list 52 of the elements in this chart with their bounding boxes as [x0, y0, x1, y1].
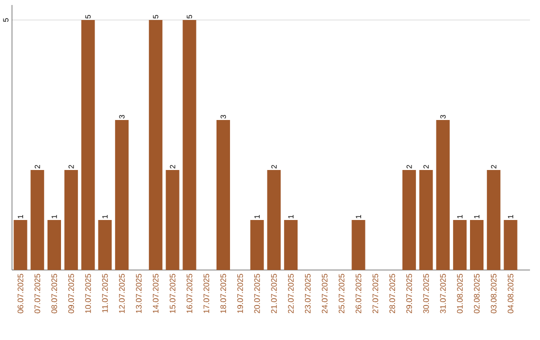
- bar: [182, 20, 196, 270]
- bar: [250, 220, 264, 270]
- bar: [504, 220, 518, 270]
- bar: [284, 220, 298, 270]
- bar: [436, 120, 450, 270]
- bar: [402, 170, 416, 270]
- x-tick-label: 04.08.2025: [508, 274, 514, 314]
- x-tick-label: 08.07.2025: [51, 274, 58, 314]
- bar: [486, 170, 500, 270]
- x-tick-label: 03.08.2025: [490, 274, 496, 314]
- bar: [419, 170, 433, 270]
- x-tick-label: 12.07.2025: [119, 274, 125, 313]
- x-tick-label: 30.07.2025: [423, 274, 429, 314]
- bar: [81, 20, 95, 270]
- x-tick-label: 22.07.2025: [288, 274, 294, 314]
- x-tick-label: 29.07.2025: [406, 274, 412, 314]
- x-tick-label: 19.07.2025: [237, 274, 243, 313]
- x-tick-label: 24.07.2025: [322, 274, 328, 314]
- bar: [453, 220, 467, 270]
- bar: [352, 220, 366, 270]
- bar: [216, 120, 230, 270]
- bar: [267, 170, 281, 270]
- bar: [64, 170, 78, 270]
- x-tick-label: 07.07.2025: [34, 274, 40, 314]
- x-tick-label: 17.07.2025: [204, 274, 210, 313]
- x-tick-label: 13.07.2025: [136, 274, 142, 313]
- x-tick-label: 31.07.2025: [440, 274, 446, 314]
- x-tick-label: 28.07.2025: [389, 274, 396, 314]
- x-tick-label: 21.07.2025: [271, 274, 277, 314]
- x-tick-label: 14.07.2025: [152, 274, 158, 313]
- x-tick-label: 01.08.2025: [457, 274, 463, 314]
- x-tick-label: 26.07.2025: [356, 274, 362, 314]
- x-tick-label: 10.07.2025: [85, 274, 91, 313]
- bar: [30, 170, 44, 270]
- x-tick-label: 18.07.2025: [220, 274, 226, 313]
- x-tick-label: 16.07.2025: [186, 274, 192, 313]
- x-tick-label: 11.07.2025: [102, 274, 108, 312]
- bar: [47, 220, 62, 270]
- x-tick-label: 15.07.2025: [170, 274, 176, 313]
- bar: [166, 170, 180, 270]
- x-tick-label: 27.07.2025: [372, 274, 378, 314]
- x-tick-label: 20.07.2025: [254, 274, 260, 314]
- x-tick-label: 06.07.2025: [18, 274, 24, 314]
- x-tick-label: 25.07.2025: [338, 274, 344, 314]
- bar: [470, 220, 484, 270]
- bar: [98, 220, 112, 270]
- bar: [14, 220, 28, 270]
- x-tick-label: 02.08.2025: [474, 274, 480, 314]
- bar: [148, 20, 162, 270]
- x-tick-label: 23.07.2025: [304, 274, 311, 314]
- bar: [115, 120, 129, 270]
- x-tick-label: 09.07.2025: [68, 274, 74, 314]
